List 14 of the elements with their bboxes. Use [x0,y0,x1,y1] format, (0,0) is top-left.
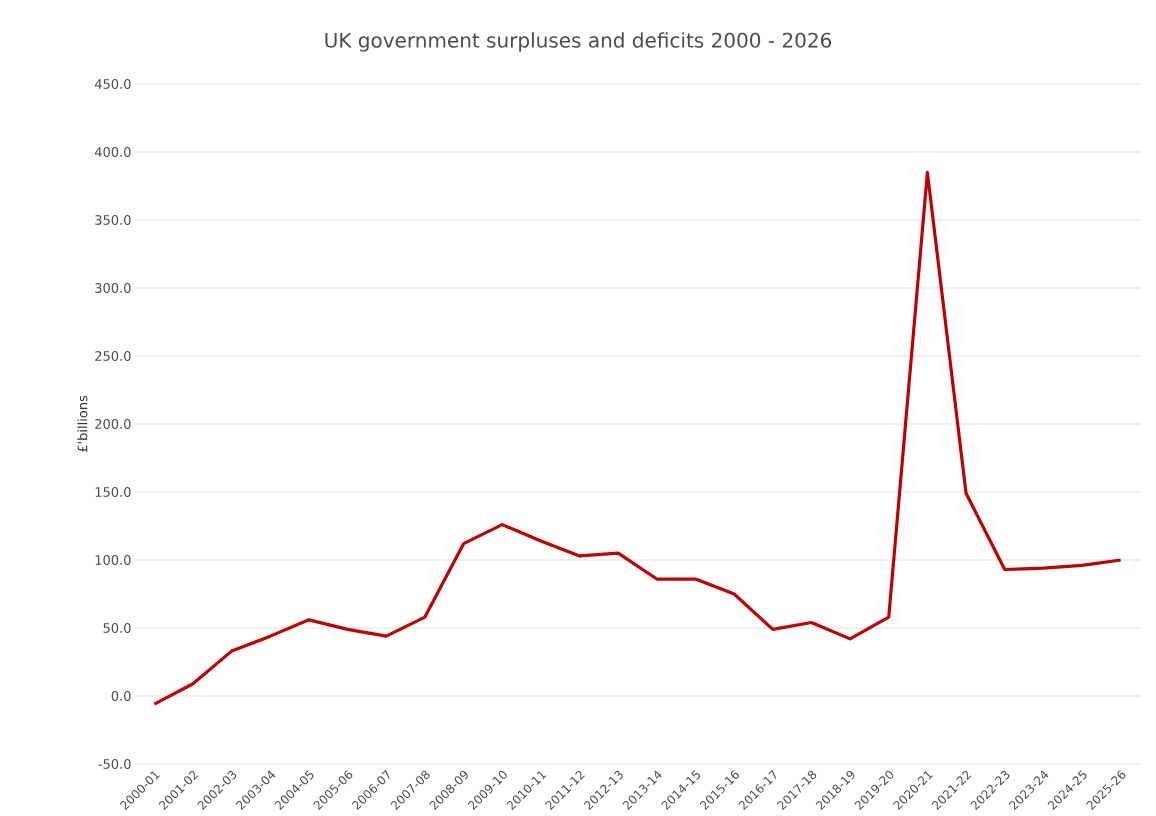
y-tick-label: 400.0 [94,147,131,158]
y-tick-label: 50.0 [103,623,131,634]
y-tick-label: 250.0 [95,351,131,362]
y-tick-label: 0.0 [111,691,131,702]
y-axis-title: £'billions [77,396,88,453]
y-tick-label: 350.0 [95,215,131,226]
y-tick-label: 450.0 [94,79,131,90]
y-tick-label: 200.0 [95,419,131,430]
line-series [152,171,1123,706]
chart-title: UK government surpluses and deficits 2000 - 2026 [325,32,832,52]
y-tick-label: 300.0 [95,283,131,294]
y-tick-label: 100.0 [95,555,131,566]
y-tick-label: 150.0 [95,487,131,498]
y-tick-label: -50.0 [98,759,131,770]
